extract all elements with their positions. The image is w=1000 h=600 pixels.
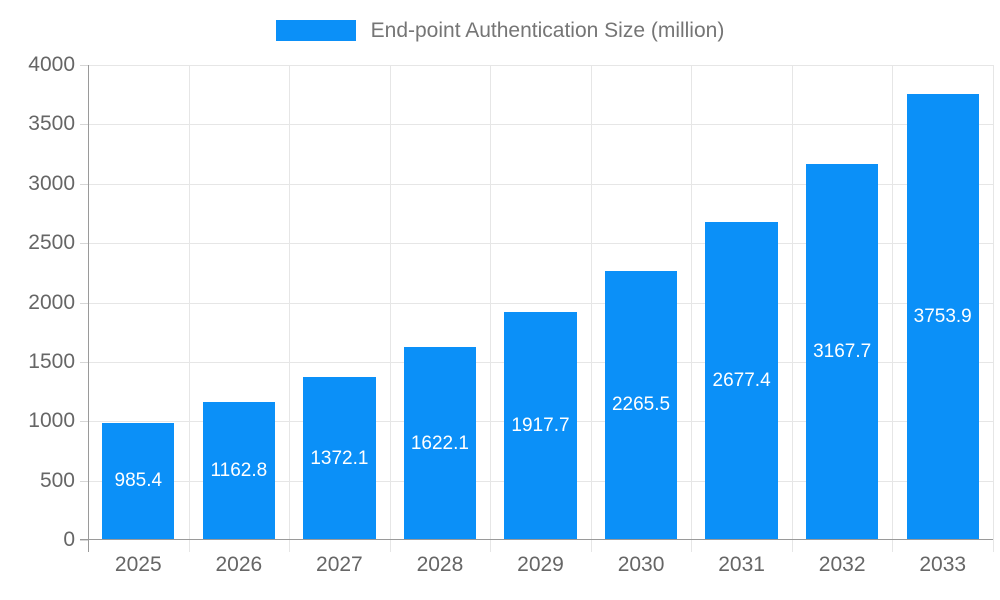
y-tick-mark bbox=[80, 183, 88, 185]
y-tick-mark bbox=[80, 302, 88, 304]
bar-slot: 985.4 bbox=[88, 65, 189, 540]
y-tick-mark bbox=[80, 480, 88, 482]
bar-slot: 1162.8 bbox=[189, 65, 290, 540]
y-tick-label: 4000 bbox=[28, 53, 75, 76]
y-tick-mark bbox=[80, 361, 88, 363]
bar-2029: 1917.7 bbox=[504, 312, 577, 540]
y-tick-label: 2000 bbox=[28, 290, 75, 314]
y-tick-label: 1000 bbox=[28, 409, 75, 433]
vertical-gridline bbox=[389, 65, 391, 552]
bar-2033: 3753.9 bbox=[906, 94, 979, 540]
bar-2025: 985.4 bbox=[102, 422, 175, 540]
x-tick-label: 2025 bbox=[114, 553, 162, 576]
bar-2027: 1372.1 bbox=[303, 377, 376, 540]
bar-slot: 2265.5 bbox=[591, 65, 692, 540]
x-tick-label: 2028 bbox=[416, 553, 464, 576]
horizontal-gridline bbox=[88, 124, 993, 126]
legend-label: End-point Authentication Size (million) bbox=[370, 19, 725, 42]
y-tick-label: 3000 bbox=[28, 171, 75, 195]
vertical-gridline bbox=[892, 65, 894, 552]
x-tick-label: 2029 bbox=[517, 553, 564, 576]
bar-slot: 3753.9 bbox=[892, 65, 993, 540]
y-tick-mark bbox=[80, 243, 88, 245]
vertical-gridline bbox=[691, 65, 693, 552]
bar-value-label: 1917.7 bbox=[511, 415, 570, 437]
y-axis-line bbox=[88, 65, 89, 552]
bar-slot: 3167.7 bbox=[792, 65, 893, 540]
x-tick-label: 2033 bbox=[919, 553, 967, 576]
bar-value-label: 2677.4 bbox=[712, 370, 771, 392]
y-tick-label: 0 bbox=[63, 528, 75, 551]
bar-value-label: 2265.5 bbox=[611, 394, 671, 416]
horizontal-gridline bbox=[88, 183, 993, 185]
vertical-gridline bbox=[590, 65, 592, 552]
x-tick-label: 2026 bbox=[215, 553, 263, 576]
bar-slot: 1622.1 bbox=[390, 65, 491, 540]
bar-value-label: 3753.9 bbox=[913, 306, 972, 328]
y-tick-label: 500 bbox=[39, 468, 75, 492]
x-tick-label: 2032 bbox=[818, 553, 866, 576]
vertical-gridline bbox=[791, 65, 793, 552]
vertical-gridline bbox=[289, 65, 291, 552]
vertical-gridline bbox=[188, 65, 190, 552]
bar-value-label: 985.4 bbox=[114, 470, 163, 492]
bar-value-label: 1372.1 bbox=[310, 447, 369, 469]
bar-value-label: 1622.1 bbox=[410, 432, 469, 454]
x-tick-label: 2027 bbox=[316, 553, 363, 576]
y-tick-mark bbox=[80, 124, 88, 126]
y-tick-mark bbox=[80, 421, 88, 423]
x-tick-label: 2030 bbox=[617, 553, 665, 576]
bar-value-label: 1162.8 bbox=[210, 459, 268, 481]
bar-2031: 2677.4 bbox=[705, 222, 778, 540]
bar-2028: 1622.1 bbox=[403, 347, 477, 540]
y-tick-label: 1500 bbox=[28, 349, 75, 373]
horizontal-gridline bbox=[88, 65, 993, 66]
legend-swatch bbox=[275, 20, 356, 42]
vertical-gridline bbox=[993, 65, 994, 552]
bar-2026: 1162.8 bbox=[202, 401, 276, 540]
bar-2030: 2265.5 bbox=[604, 270, 678, 540]
bar-slot: 2677.4 bbox=[691, 65, 792, 540]
bar-slot: 1372.1 bbox=[289, 65, 390, 540]
vertical-gridline bbox=[490, 65, 492, 552]
y-tick-label: 3500 bbox=[28, 112, 75, 136]
legend-item[interactable]: End-point Authentication Size (million) bbox=[275, 18, 725, 43]
horizontal-gridline bbox=[88, 302, 993, 304]
bar-2032: 3167.7 bbox=[805, 163, 879, 540]
y-tick-mark bbox=[80, 540, 88, 541]
x-axis-line bbox=[80, 539, 993, 540]
bar-slot: 1917.7 bbox=[490, 65, 591, 540]
plot-area: 985.4 1162.8 1372.1 1622.1 1917.7 2265.5 2677.… bbox=[28, 53, 994, 576]
y-tick-mark bbox=[80, 65, 88, 66]
chart-legend: End-point Authentication Size (million) bbox=[0, 18, 1000, 43]
x-tick-label: 2031 bbox=[718, 553, 765, 576]
y-tick-label: 2500 bbox=[28, 231, 75, 255]
horizontal-gridline bbox=[88, 243, 993, 245]
bar-value-label: 3167.7 bbox=[813, 340, 872, 362]
